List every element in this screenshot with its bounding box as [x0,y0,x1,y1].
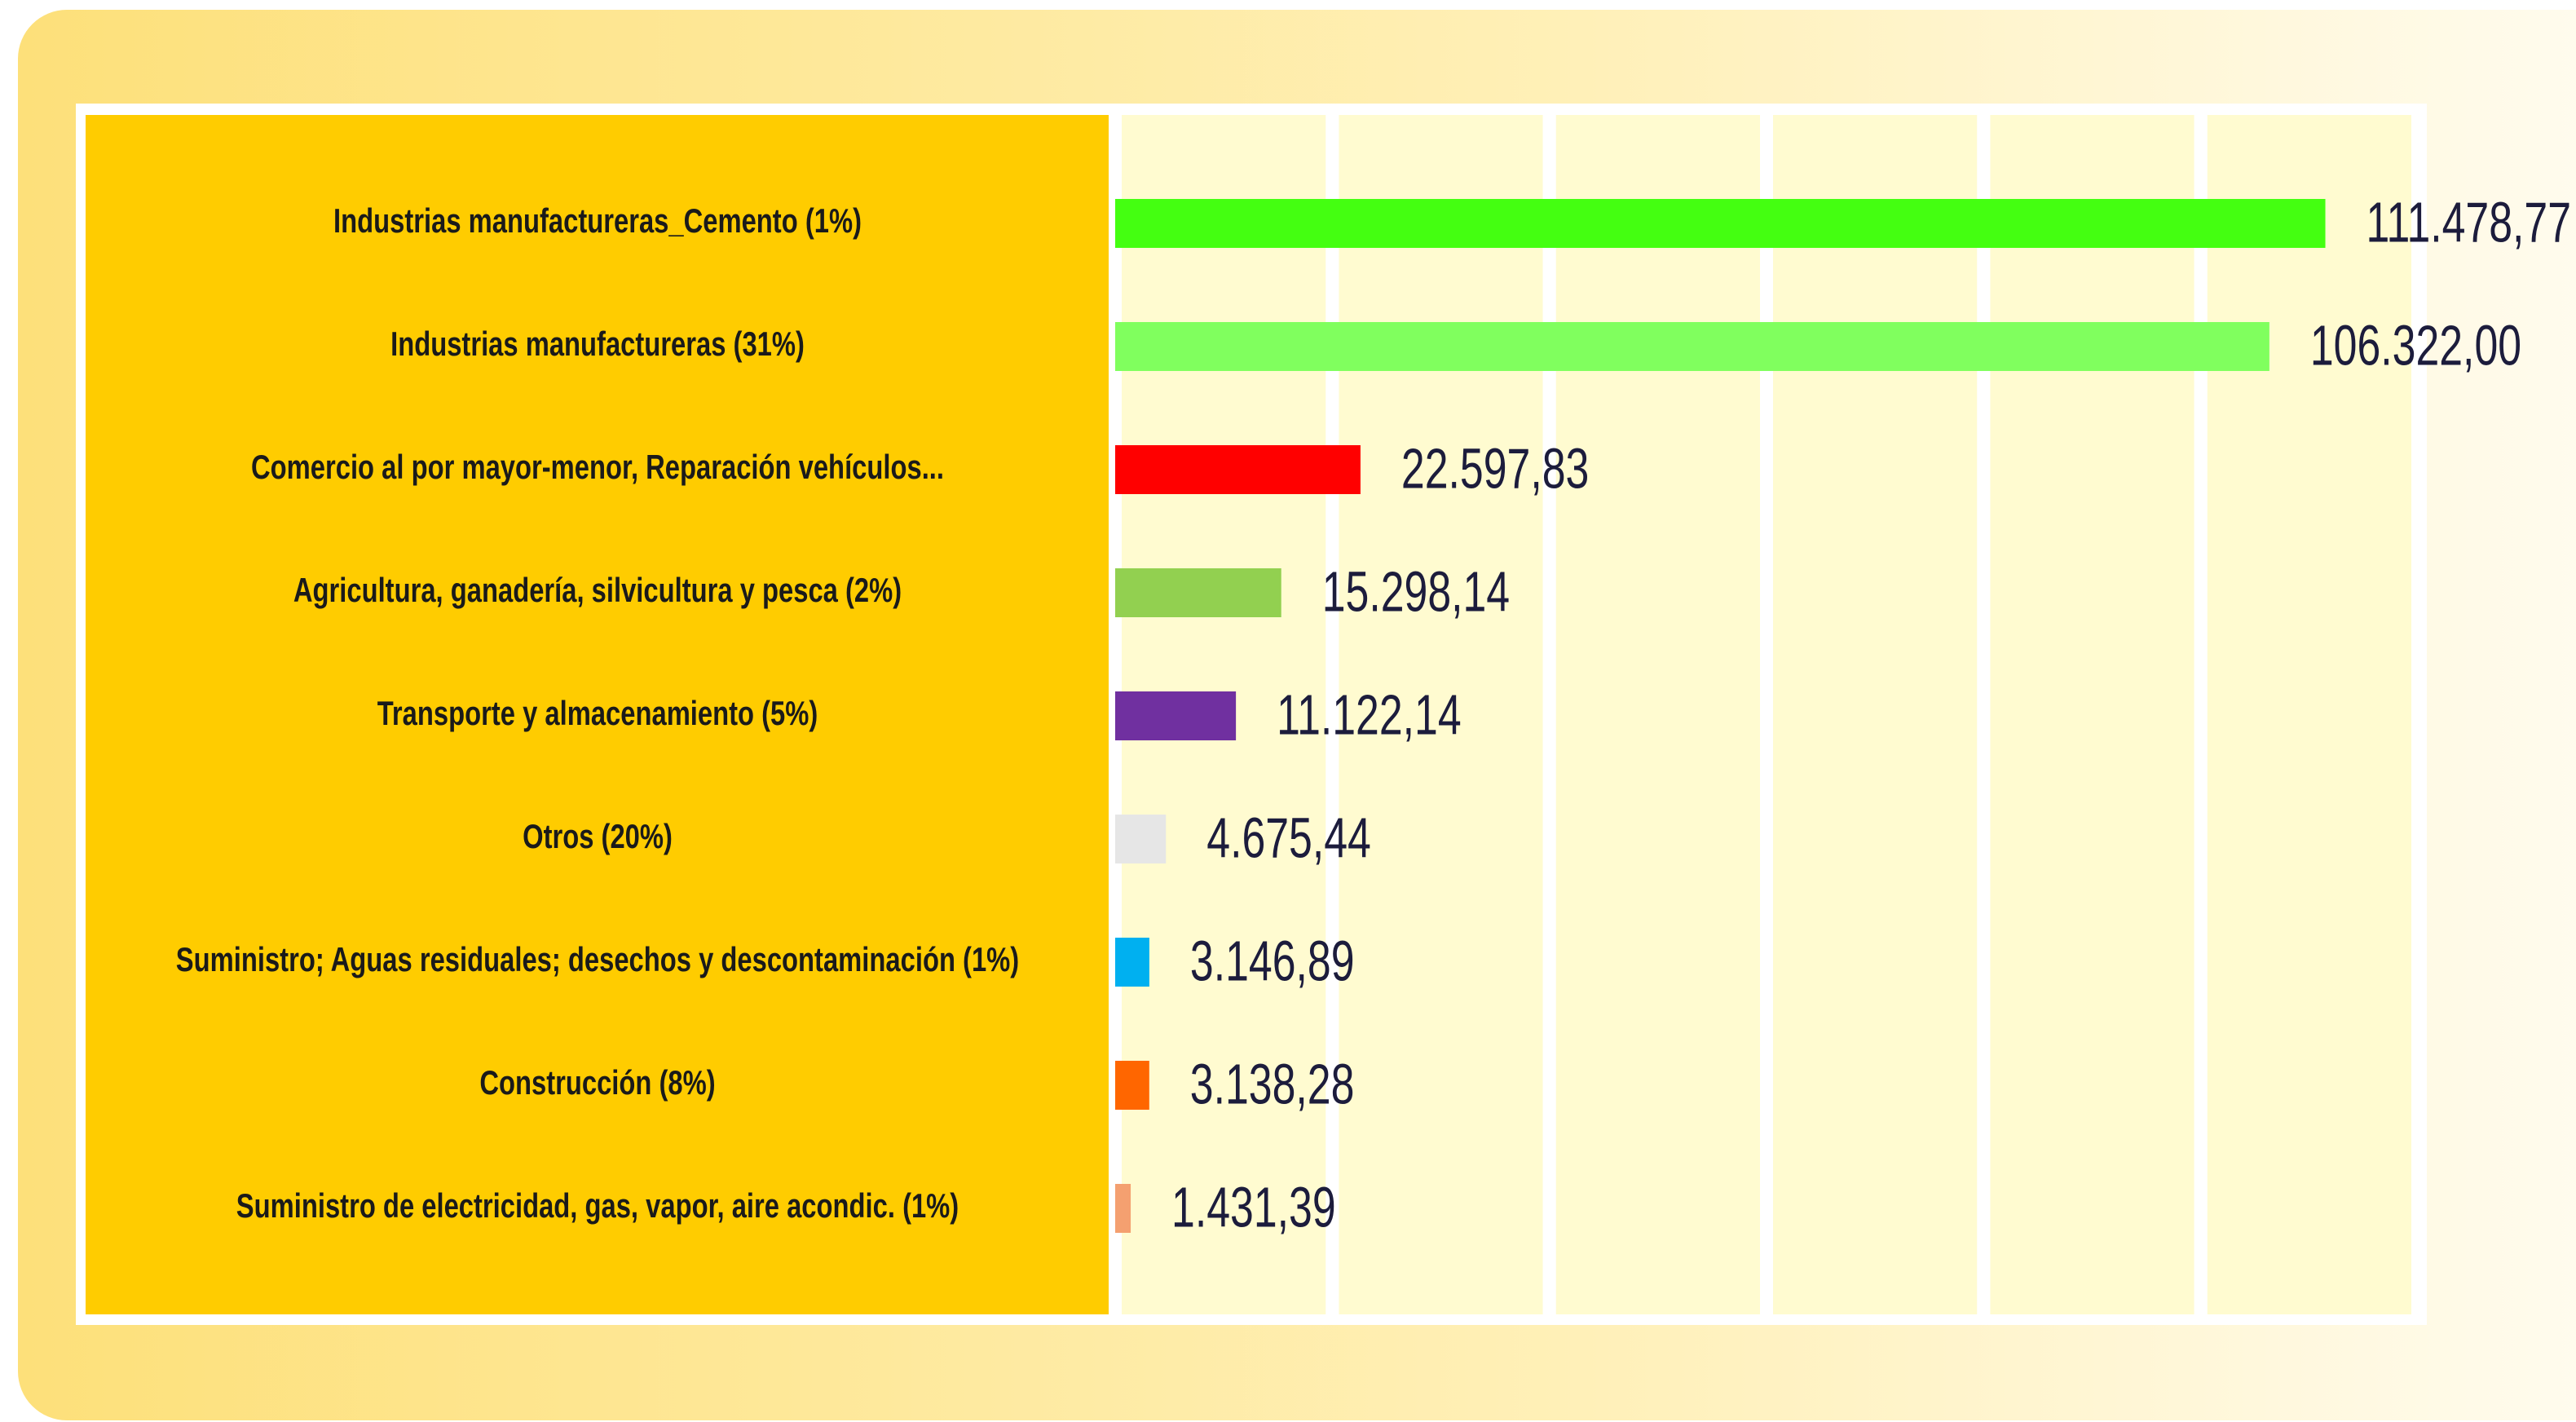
category-label: Industrias manufactureras (31%) [390,325,805,363]
category-label-group: Comercio al por mayor-menor, Reparación … [251,448,944,486]
category-label-group: Industrias manufactureras (31%) [390,325,805,363]
category-label: Suministro; Aguas residuales; desechos y… [176,940,1019,978]
grid-band [1773,115,1978,1314]
value-label: 106.322,00 [2310,314,2521,378]
value-label-group: 111.478,77 [2366,191,2572,254]
grid-band [1339,115,1543,1314]
category-label: Construcción (8%) [479,1063,715,1102]
value-label: 4.675,44 [1206,806,1371,870]
bar [1115,445,1361,494]
bar [1115,568,1281,617]
bar [1115,691,1237,740]
value-label: 11.122,14 [1277,683,1462,747]
category-label: Transporte y almacenamiento (5%) [377,694,818,732]
category-label: Agricultura, ganadería, silvicultura y p… [293,571,902,609]
grid-band [1555,115,1760,1314]
bar [1115,815,1167,863]
label-panel [86,115,1110,1314]
category-label: Industrias manufactureras_Cemento (1%) [333,201,862,240]
category-label: Comercio al por mayor-menor, Reparación … [251,448,944,486]
category-label-group: Industrias manufactureras_Cemento (1%) [333,201,862,240]
bar [1115,1184,1131,1233]
value-label: 22.597,83 [1401,437,1589,501]
bar [1115,1061,1149,1110]
value-label: 111.478,77 [2366,191,2572,254]
value-label-group: 3.138,28 [1190,1053,1355,1116]
value-label-group: 11.122,14 [1277,683,1462,747]
bar [1115,938,1149,987]
category-label-group: Construcción (8%) [479,1063,715,1102]
value-label-group: 15.298,14 [1322,560,1510,624]
category-label-group: Suministro; Aguas residuales; desechos y… [176,940,1019,978]
grid-band [1990,115,2194,1314]
category-label-group: Suministro de electricidad, gas, vapor, … [236,1186,959,1225]
grid-band [2207,115,2411,1314]
value-label-group: 1.431,39 [1171,1176,1336,1239]
value-label: 3.146,89 [1190,930,1355,993]
bar [1115,322,2269,371]
category-label-group: Transporte y almacenamiento (5%) [377,694,818,732]
value-label-group: 22.597,83 [1401,437,1589,501]
value-label: 3.138,28 [1190,1053,1355,1116]
category-label-group: Agricultura, ganadería, silvicultura y p… [293,571,902,609]
category-label: Otros (20%) [523,817,673,855]
category-label-group: Otros (20%) [523,817,673,855]
plot: 111.478,77 Industrias manufactureras_Ceme… [176,115,2571,1314]
value-label-group: 4.675,44 [1206,806,1371,870]
value-label-group: 3.146,89 [1190,930,1355,993]
value-label-group: 106.322,00 [2310,314,2521,378]
value-label: 1.431,39 [1171,1176,1336,1239]
value-label: 15.298,14 [1322,560,1510,624]
bar [1115,199,2326,248]
category-label: Suministro de electricidad, gas, vapor, … [236,1186,959,1225]
